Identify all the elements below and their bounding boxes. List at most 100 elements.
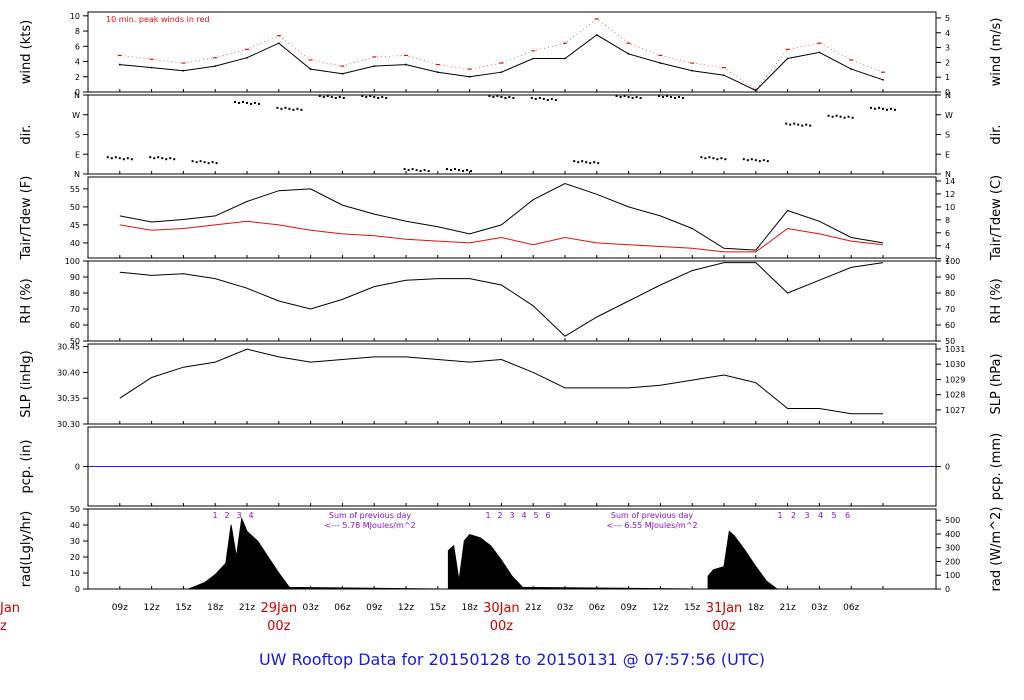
dir-point (173, 158, 176, 161)
ytick-label-right: 2 (945, 255, 950, 264)
ytick-label-right: 4 (945, 242, 950, 251)
wind-point (468, 75, 471, 78)
rad-sum-caption: Sum of previous day (329, 511, 411, 520)
dir-point (635, 95, 638, 98)
x-hour-label: 21z (780, 603, 796, 613)
dir-point (597, 162, 600, 165)
dir-point (419, 170, 422, 173)
rad-sum-value: <--- 6.55 MJoules/m^2 (606, 521, 697, 530)
dir-point (114, 156, 117, 159)
dir-point (573, 160, 576, 163)
x-hour-label: 09z (621, 603, 637, 613)
ytick-label-right: 90 (945, 273, 955, 282)
series-tair (119, 182, 884, 251)
ytick-label-left: 50 (70, 337, 80, 346)
ytick-label-left: S (75, 131, 80, 140)
dir-point (258, 102, 260, 105)
dir-point (700, 156, 703, 159)
dir-point (338, 95, 341, 98)
panel-dir: dir. dir. N E S W N N E S W N (19, 91, 1004, 179)
dir-point (322, 95, 325, 98)
x-hour-label: 18z (207, 603, 223, 613)
dir-point (512, 96, 515, 99)
ytick-label-right: 100 (945, 571, 960, 580)
wind-point (659, 62, 662, 64)
dir-point (215, 162, 218, 165)
ytick-label-right: 1 (945, 73, 950, 82)
rad-hour-label: 1 (777, 511, 782, 520)
dir-point (381, 95, 384, 98)
dir-point (130, 158, 133, 161)
series-peak-wind (119, 18, 884, 91)
ytick-label-left: 8 (75, 27, 80, 36)
x-hour-label: 12z (652, 603, 668, 613)
dir-point (870, 106, 872, 109)
dir-point (334, 96, 337, 99)
dir-point (662, 95, 664, 98)
ylabel-right: SLP (hPa) (989, 353, 1004, 414)
dir-point (886, 108, 888, 111)
wind-point (850, 68, 853, 71)
wind-point (150, 66, 153, 69)
panel-frame (87, 94, 937, 175)
dir-point (466, 169, 468, 172)
series-rh (119, 262, 884, 337)
rad-hour-label: 1 (212, 511, 217, 520)
panel-rad: rad(Lgly/hr) rad (W/m^2)01020304050010020… (19, 505, 1004, 594)
rad-hour-label: 2 (791, 511, 796, 520)
wind-point (500, 71, 503, 74)
x-hour-label: 15z (684, 603, 700, 613)
dir-point (254, 101, 256, 104)
dir-point (593, 161, 596, 164)
dir-point (708, 156, 711, 159)
dir-point (742, 158, 745, 161)
ytick-label-left: E (75, 150, 80, 159)
dir-point (797, 123, 800, 126)
dir-point (843, 116, 846, 119)
dir-point (126, 157, 129, 160)
dir-point (716, 158, 719, 161)
ytick-label-left: 4 (75, 58, 80, 67)
ytick-label-right: E (945, 150, 950, 159)
rad-hour-label: 1 (485, 511, 490, 520)
x-day-time: 00z (490, 619, 514, 634)
dir-point (153, 157, 156, 160)
panel-frame (87, 176, 937, 259)
dir-point (623, 94, 626, 97)
dir-point (785, 122, 788, 125)
dir-point (373, 95, 376, 98)
dir-point (827, 114, 830, 117)
ytick-label-left: 40 (70, 521, 80, 530)
dir-point (678, 95, 680, 98)
ytick-label-left: 30.30 (57, 420, 80, 429)
dir-point (670, 95, 672, 98)
wind-point (118, 63, 121, 66)
ytick-label-right: W (945, 111, 953, 120)
wind-point (341, 72, 344, 75)
dir-point (758, 160, 761, 163)
dir-point (195, 161, 198, 164)
ytick-label-right: 50 (945, 337, 955, 346)
x-hour-label: 03z (811, 603, 827, 613)
dir-point (161, 157, 164, 160)
ytick-label-left: 30.40 (57, 368, 80, 377)
dir-point (504, 96, 507, 99)
x-day-date: 30Jan (483, 601, 520, 616)
dir-point (831, 115, 834, 118)
wind-point (532, 57, 535, 60)
ylabel-right: dir. (989, 124, 1004, 144)
ytick-label-right: 0 (945, 585, 950, 594)
ytick-label-left: 0 (75, 88, 80, 97)
rad-hour-label: 4 (818, 511, 823, 520)
x-day-time: 00z (267, 619, 291, 634)
dir-point (809, 124, 812, 127)
ytick-label-left: 20 (70, 553, 80, 562)
dir-point (280, 107, 283, 110)
dir-point (191, 160, 194, 163)
dir-point (361, 94, 364, 97)
ytick-label-left: 10 (70, 569, 80, 578)
ytick-label-right: 300 (945, 544, 960, 553)
footer-title: UW Rooftop Data for 20150128 to 20150131… (258, 650, 766, 669)
ylabel-left: SLP (inHg) (19, 350, 34, 418)
